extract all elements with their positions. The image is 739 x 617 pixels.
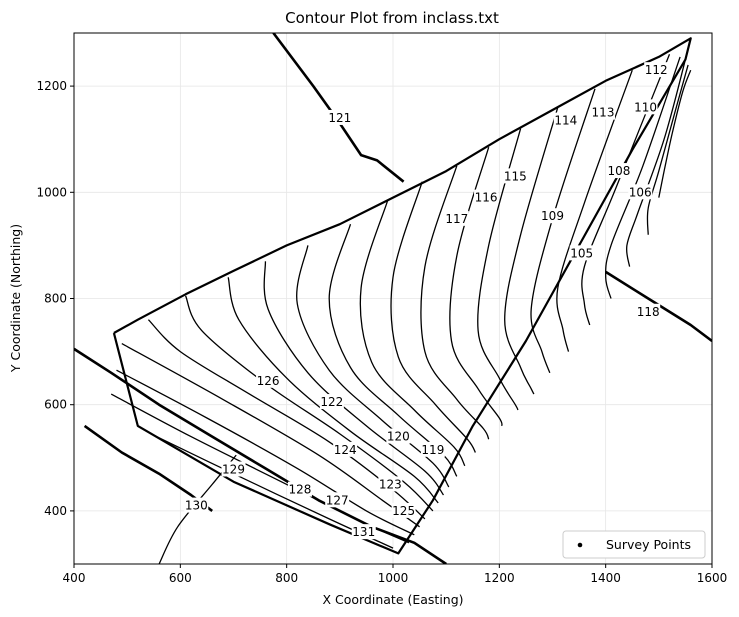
contour-label-108: 108 xyxy=(608,164,631,178)
y-tick-label: 400 xyxy=(44,504,67,518)
contour-line-115 xyxy=(477,128,522,411)
contour-label-123: 123 xyxy=(379,477,402,491)
y-axis: 400 600 800 1000 1200 xyxy=(36,79,74,518)
y-tick-label: 1200 xyxy=(36,79,67,93)
contour-label-128: 128 xyxy=(289,483,312,497)
contour-line-113 xyxy=(530,88,596,374)
contour-label-bg xyxy=(256,372,281,388)
contour-label-124: 124 xyxy=(334,443,357,457)
x-tick-label: 800 xyxy=(275,571,298,585)
contour-line-112 xyxy=(556,69,633,352)
contour-label-120: 120 xyxy=(387,430,410,444)
contour-label-bg xyxy=(221,461,246,477)
contour-label-bg xyxy=(503,168,528,184)
contour-label-bg xyxy=(351,524,376,540)
contour-label-bg xyxy=(287,481,312,497)
contour-label-bg xyxy=(474,189,499,205)
contour-label-126: 126 xyxy=(257,374,280,388)
contour-label-bg xyxy=(391,502,416,518)
contour-line-109 xyxy=(605,56,681,299)
contour-line-106 xyxy=(646,64,689,235)
contour-label-112: 112 xyxy=(645,63,668,77)
contour-line-128 xyxy=(116,369,415,536)
contour-label-129: 129 xyxy=(222,462,245,476)
contour-line-125 xyxy=(184,295,434,512)
legend-box xyxy=(562,530,706,559)
contour-label-127: 127 xyxy=(326,493,349,507)
contour-label-115: 115 xyxy=(504,169,527,183)
contour-label-130: 130 xyxy=(185,499,208,513)
contour-label-bg xyxy=(553,112,578,128)
contour-label-118: 118 xyxy=(637,305,660,319)
contour-label-121: 121 xyxy=(328,111,351,125)
contour-label-119: 119 xyxy=(421,443,444,457)
legend-entry-survey-points: Survey Points xyxy=(606,537,691,552)
y-tick-label: 800 xyxy=(44,292,67,306)
contour-label-bg xyxy=(333,441,358,457)
x-tick-label: 1000 xyxy=(378,571,409,585)
contour-label-105: 105 xyxy=(570,246,593,260)
contour-label-bg xyxy=(540,208,565,224)
x-tick-label: 1400 xyxy=(590,571,621,585)
contour-label-bg xyxy=(386,428,411,444)
contour-line-114 xyxy=(504,107,559,395)
boundary-line xyxy=(272,33,405,183)
contour-line-116 xyxy=(449,147,503,427)
contour-label-117: 117 xyxy=(445,212,468,226)
contour-line-124 xyxy=(227,277,439,504)
contour-label-bg xyxy=(606,163,631,179)
contour-line-108 xyxy=(625,59,687,267)
contour-label-116: 116 xyxy=(475,191,498,205)
x-tick-label: 600 xyxy=(169,571,192,585)
contour-line-127 xyxy=(121,343,420,528)
boundary-line xyxy=(605,270,712,343)
hull-outline xyxy=(112,37,692,555)
y-tick-label: 600 xyxy=(44,398,67,412)
contour-label-bg xyxy=(636,303,661,319)
contour-label-bg xyxy=(319,394,344,410)
contour-line-118 xyxy=(390,181,476,453)
contour-label-bg xyxy=(444,210,469,226)
contour-label-bg xyxy=(378,476,403,492)
grid xyxy=(73,33,713,564)
contour-label-bg xyxy=(327,109,352,125)
contour-line-117 xyxy=(420,165,490,440)
contour-label-122: 122 xyxy=(320,395,343,409)
contour-label-125: 125 xyxy=(392,504,415,518)
contour-label-110: 110 xyxy=(634,100,657,114)
contour-label-bg xyxy=(633,99,658,115)
plot-area: 131 130 129 128 127 126 125 124 123 122 120 119 118 1… xyxy=(74,33,712,564)
contour-line-122 xyxy=(296,245,450,488)
x-tick-label: 1600 xyxy=(697,571,728,585)
contour-label-bg xyxy=(591,104,616,120)
contour-line-119 xyxy=(359,200,466,467)
chart-title: Contour Plot from inclass.txt xyxy=(285,9,499,27)
contour-label-106: 106 xyxy=(629,185,652,199)
contour-label-bg xyxy=(325,492,350,508)
contour-label-bg xyxy=(420,441,445,457)
contour-label-bg xyxy=(569,245,594,261)
contour-label-bg xyxy=(644,62,669,78)
contour-line-105 xyxy=(658,69,692,198)
contour-label-113: 113 xyxy=(592,106,615,120)
contour-label-bg xyxy=(184,497,209,513)
x-tick-label: 400 xyxy=(63,571,86,585)
x-axis-label: X Coordinate (Easting) xyxy=(322,592,463,607)
contour-label-114: 114 xyxy=(554,114,577,128)
contour-label-131: 131 xyxy=(352,525,375,539)
y-tick-label: 1000 xyxy=(36,185,67,199)
x-axis: 400 600 800 1000 1200 1400 1600 xyxy=(63,564,728,585)
legend: Survey Points xyxy=(562,530,706,559)
y-axis-label: Y Coordinate (Northing) xyxy=(8,224,23,373)
x-tick-label: 1200 xyxy=(484,571,515,585)
contour-label-bg xyxy=(628,184,653,200)
legend-marker-survey-points xyxy=(577,542,583,548)
contour-label-109: 109 xyxy=(541,209,564,223)
